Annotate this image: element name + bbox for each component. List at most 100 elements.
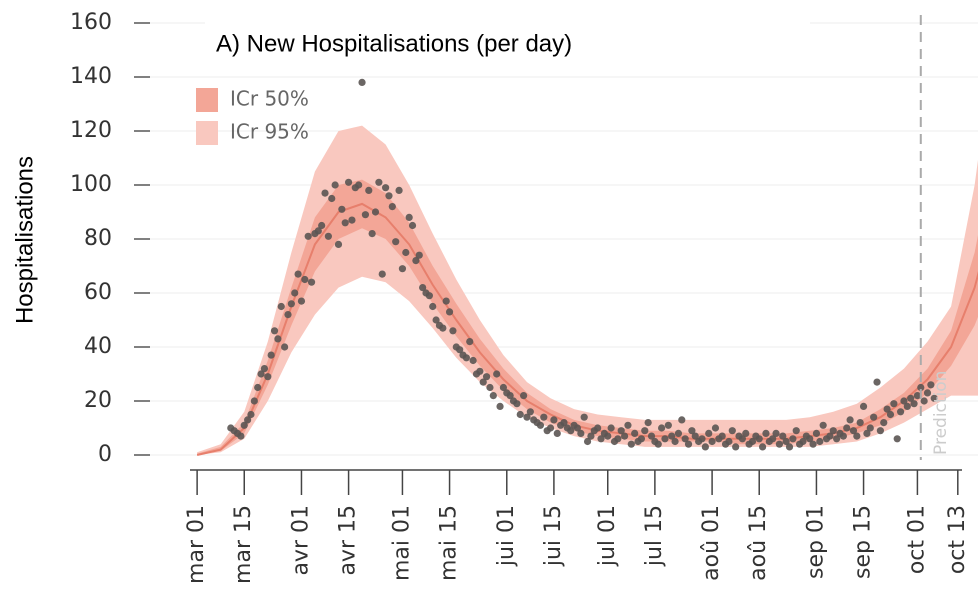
data-point <box>270 327 279 335</box>
data-point <box>654 440 662 448</box>
subtitle: A) New Hospitalisations (per day) <box>216 30 572 57</box>
data-point <box>930 394 938 402</box>
data-point <box>620 432 629 440</box>
data-point <box>392 238 400 246</box>
data-point <box>395 186 403 194</box>
data-point <box>536 421 545 429</box>
data-point <box>449 327 457 335</box>
data-point <box>698 435 706 443</box>
data-point <box>291 289 299 297</box>
data-point <box>658 424 666 432</box>
data-point <box>361 211 370 219</box>
data-point <box>442 297 450 305</box>
data-point <box>520 392 528 400</box>
data-point <box>806 435 814 443</box>
data-point <box>375 178 383 186</box>
data-point <box>863 429 871 437</box>
data-point <box>264 373 272 381</box>
legend-label: ICr 50% <box>230 87 309 111</box>
legend-label: ICr 95% <box>230 120 309 144</box>
data-point <box>742 429 750 437</box>
data-point <box>711 424 720 432</box>
x-tick-label: sep 15 <box>851 505 876 579</box>
data-point <box>826 432 834 440</box>
data-point <box>681 435 689 443</box>
data-point <box>688 427 696 435</box>
data-point <box>318 221 326 230</box>
data-point <box>668 432 676 440</box>
data-point <box>890 400 898 408</box>
data-point <box>419 284 427 292</box>
data-point <box>664 421 672 429</box>
y-tick-label: 100 <box>70 172 112 197</box>
data-point <box>896 408 905 416</box>
data-point <box>493 370 501 378</box>
data-point <box>304 232 312 240</box>
data-point <box>412 257 420 265</box>
data-point <box>779 432 787 440</box>
data-point <box>927 381 935 389</box>
data-point <box>546 424 555 432</box>
data-point <box>469 356 477 365</box>
data-point <box>301 275 309 284</box>
data-point <box>708 437 716 446</box>
data-point <box>462 354 470 362</box>
data-point <box>540 413 548 421</box>
x-tick-label: jul 15 <box>642 505 667 567</box>
data-point <box>398 265 407 273</box>
data-point <box>355 181 363 189</box>
data-point <box>701 443 709 451</box>
data-point <box>425 292 433 300</box>
data-point <box>671 437 679 446</box>
data-point <box>250 397 258 405</box>
y-tick-label: 0 <box>98 442 112 467</box>
data-point <box>758 443 767 451</box>
data-point <box>604 432 612 440</box>
data-point <box>439 324 447 332</box>
data-point <box>839 432 847 440</box>
data-point <box>849 427 858 435</box>
data-point <box>331 181 339 189</box>
data-point <box>348 216 356 224</box>
y-tick-label: 80 <box>84 226 112 251</box>
data-point <box>405 213 413 221</box>
x-tick-label: oct 13 <box>945 505 970 574</box>
x-tick-label: mai 01 <box>389 505 414 581</box>
data-point <box>550 416 558 424</box>
data-point <box>486 383 494 392</box>
data-point <box>691 432 699 440</box>
data-point <box>244 416 252 424</box>
data-point <box>456 346 464 354</box>
data-point <box>553 429 561 437</box>
data-point <box>614 435 622 443</box>
data-point <box>567 427 575 435</box>
data-point <box>587 432 595 440</box>
data-point <box>624 421 632 429</box>
data-point <box>476 367 484 375</box>
data-point <box>294 270 302 278</box>
data-point <box>499 383 508 392</box>
data-point <box>378 270 386 278</box>
data-point <box>631 429 639 437</box>
y-tick-label: 20 <box>84 388 112 413</box>
y-tick-label: 60 <box>84 280 112 305</box>
y-tick-label: 120 <box>70 118 112 143</box>
data-point <box>385 192 393 200</box>
data-point <box>328 194 336 203</box>
data-point <box>880 419 888 427</box>
data-point <box>432 316 440 324</box>
data-point <box>496 402 504 410</box>
data-point <box>893 435 901 443</box>
data-point <box>876 427 884 435</box>
data-point <box>523 413 531 421</box>
data-point <box>594 424 602 432</box>
data-point <box>267 351 275 359</box>
data-point <box>314 227 322 235</box>
data-point <box>816 437 824 446</box>
x-tick-label: mar 01 <box>184 505 209 584</box>
x-tick-label: mai 15 <box>437 505 462 581</box>
data-point <box>644 419 652 427</box>
x-tick-label: oct 01 <box>904 505 929 574</box>
data-point <box>506 392 514 400</box>
data-point <box>738 435 746 443</box>
